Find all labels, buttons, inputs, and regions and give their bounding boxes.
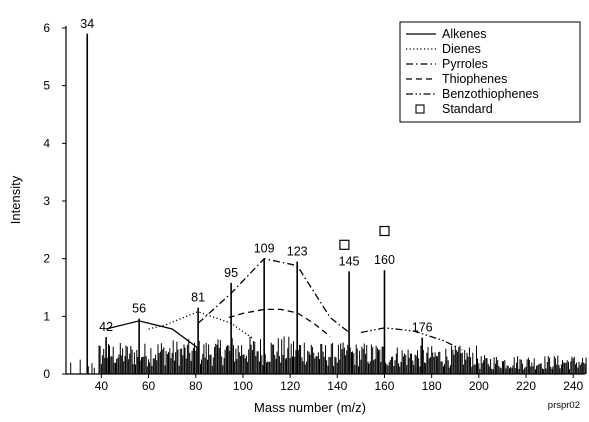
y-tick-label: 5	[43, 79, 50, 93]
peak-label: 109	[254, 242, 275, 256]
peak-label: 34	[80, 17, 94, 31]
legend: AlkenesDienesPyrrolesThiophenesBenzothio…	[399, 21, 581, 123]
legend-square-marker	[415, 104, 425, 114]
x-tick-label: 160	[374, 379, 394, 393]
legend-label: Benzothiophenes	[442, 87, 539, 101]
peak-label: 95	[224, 266, 238, 280]
standard-marker	[379, 225, 390, 237]
standard-markers	[339, 225, 390, 250]
x-tick-label: 100	[233, 379, 253, 393]
y-tick-label: 3	[43, 194, 50, 208]
peak-label: 42	[99, 320, 113, 334]
y-tick-label: 6	[43, 21, 50, 35]
legend-box	[399, 21, 581, 123]
standard-marker	[339, 239, 350, 250]
peak-label: 123	[287, 245, 308, 259]
x-tick-label: 60	[142, 379, 156, 393]
x-tick-label: 240	[563, 379, 583, 393]
peak-label: 160	[374, 253, 395, 267]
peak-labels: 34 42 56 81 95 109 123 145 160 176	[80, 17, 432, 335]
series-pyrroles-line	[197, 257, 350, 334]
legend-label: Alkenes	[442, 27, 486, 41]
series-alkenes-line	[105, 320, 199, 349]
x-tick-label: 140	[327, 379, 347, 393]
y-tick-label: 4	[43, 136, 50, 150]
y-tick-label: 2	[43, 252, 50, 266]
legend-label: Pyrroles	[442, 57, 488, 71]
legend-label: Thiophenes	[442, 72, 507, 86]
series-thiophenes-line	[228, 308, 331, 338]
legend-label: Standard	[442, 102, 493, 116]
legend-label: Dienes	[442, 42, 481, 56]
y-tick-label: 1	[43, 309, 50, 323]
x-axis-title: Mass number (m/z)	[254, 400, 366, 415]
figure-code: prspr02	[548, 400, 580, 411]
peak-label: 56	[132, 302, 146, 316]
series-dienes-line	[148, 311, 253, 339]
x-tick-label: 120	[280, 379, 300, 393]
peak-label: 145	[339, 254, 360, 268]
series-benzothiophenes-line	[360, 327, 463, 351]
y-axis-title: Intensity	[8, 175, 23, 224]
y-tick-label: 0	[43, 367, 50, 381]
peak-label: 81	[191, 291, 205, 305]
x-tick-label: 40	[95, 379, 109, 393]
x-tick-label: 220	[516, 379, 536, 393]
peak-label: 176	[412, 321, 433, 335]
spectrum-lines	[70, 33, 587, 374]
x-tick-label: 200	[469, 379, 489, 393]
x-tick-label: 180	[422, 379, 442, 393]
x-tick-label: 80	[189, 379, 203, 393]
envelope-series	[105, 257, 463, 351]
